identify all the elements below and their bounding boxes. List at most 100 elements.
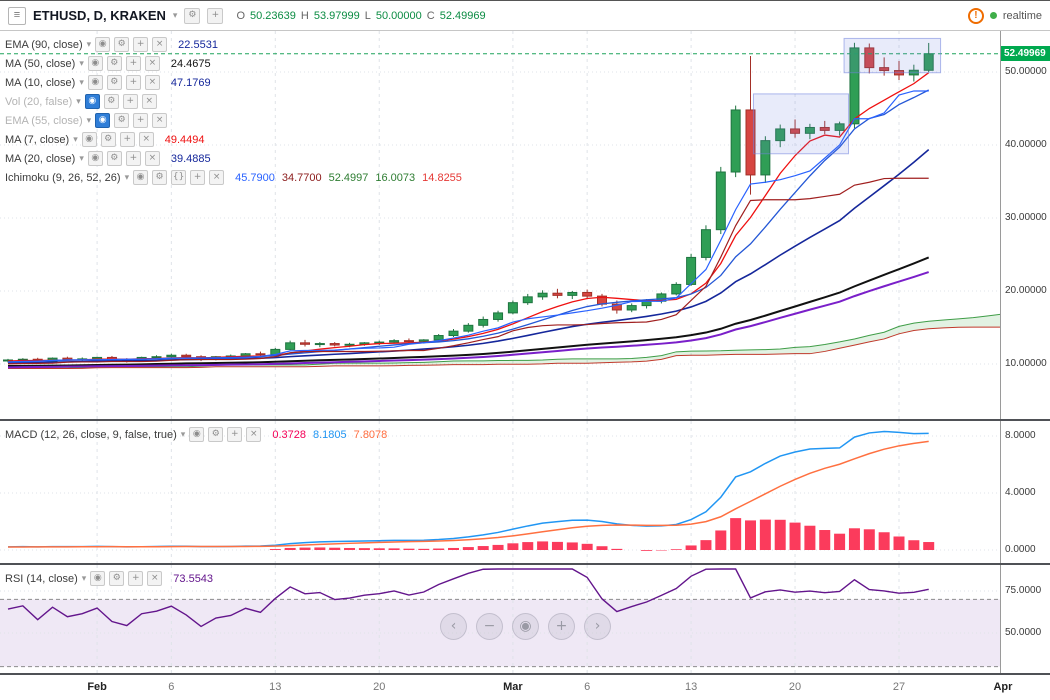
remove-button[interactable]: × — [147, 571, 163, 586]
chart-menu-button[interactable]: ≡ — [8, 6, 26, 25]
time-tick-label: 27 — [892, 681, 906, 693]
visibility-button[interactable]: ◉ — [81, 132, 97, 147]
panel-separator[interactable] — [0, 673, 1050, 675]
remove-button[interactable]: × — [246, 427, 262, 442]
visibility-button[interactable]: ◉ — [90, 571, 106, 586]
settings-button[interactable]: ⚙ — [152, 170, 168, 185]
indicator-value: 24.4675 — [170, 57, 211, 70]
indicator-values: 49.4494 — [158, 134, 205, 146]
chevron-down-icon[interactable]: ▾ — [76, 96, 81, 106]
compare-button[interactable]: + — [207, 7, 224, 24]
macd-histogram-bar — [848, 528, 860, 550]
add-button[interactable]: + — [190, 170, 206, 185]
symbol-settings-button[interactable]: ⚙ — [184, 7, 201, 24]
chevron-down-icon[interactable]: ▾ — [81, 573, 87, 583]
remove-button[interactable]: × — [138, 132, 154, 147]
add-button[interactable]: + — [227, 427, 243, 442]
time-tick-label: 6 — [168, 681, 175, 693]
delay-warning-icon[interactable]: ! — [967, 7, 984, 24]
settings-button[interactable]: ⚙ — [114, 113, 130, 128]
macd-histogram-bar — [448, 547, 459, 550]
indicator-label[interactable]: MA (10, close) — [5, 76, 76, 89]
add-button[interactable]: + — [119, 132, 135, 147]
indicator-label[interactable]: MA (20, close) — [5, 152, 76, 165]
remove-button[interactable]: × — [141, 94, 157, 109]
rsi-scale[interactable]: 75.0000 50.0000 — [1000, 565, 1050, 673]
indicator-label[interactable]: MACD (12, 26, close, 9, false, true) — [5, 428, 177, 441]
add-button[interactable]: + — [125, 56, 141, 71]
indicator-label[interactable]: RSI (14, close) — [5, 572, 78, 585]
visibility-button[interactable]: ◉ — [87, 56, 103, 71]
macd-histogram-bar — [685, 545, 697, 550]
visibility-button[interactable]: ◉ — [87, 151, 103, 166]
pan-right-button[interactable]: › — [584, 613, 611, 640]
highlight-box[interactable] — [752, 93, 850, 155]
chevron-down-icon[interactable]: ▾ — [86, 115, 92, 125]
macd-histogram-bar — [641, 550, 653, 551]
remove-button[interactable]: × — [144, 56, 160, 71]
panel-separator[interactable] — [0, 419, 1050, 421]
candle-up — [463, 324, 474, 332]
indicator-row: MA (50, close) ▾ ◉ ⚙ + × 24.4675 — [5, 54, 462, 73]
remove-button[interactable]: × — [152, 113, 168, 128]
remove-button[interactable]: × — [144, 75, 160, 90]
indicator-label[interactable]: Ichimoku (9, 26, 52, 26) — [5, 171, 121, 184]
settings-button[interactable]: ⚙ — [114, 37, 130, 52]
settings-button[interactable]: ⚙ — [106, 151, 122, 166]
add-button[interactable]: + — [125, 151, 141, 166]
add-button[interactable]: + — [125, 75, 141, 90]
settings-button[interactable]: ⚙ — [106, 56, 122, 71]
visibility-button[interactable]: ◉ — [133, 170, 149, 185]
settings-button[interactable]: ⚙ — [208, 427, 224, 442]
remove-button[interactable]: × — [152, 37, 168, 52]
remove-button[interactable]: × — [209, 170, 225, 185]
macd-histogram-bar — [611, 548, 623, 550]
add-button[interactable]: + — [133, 113, 149, 128]
chevron-down-icon[interactable]: ▾ — [172, 10, 178, 20]
add-button[interactable]: + — [128, 571, 144, 586]
add-button[interactable]: + — [122, 94, 138, 109]
chevron-down-icon[interactable]: ▾ — [73, 134, 78, 144]
add-button[interactable]: + — [133, 37, 149, 52]
time-tick-label: 13 — [684, 681, 698, 693]
pan-left-button[interactable]: ‹ — [440, 613, 467, 640]
zoom-out-button[interactable]: − — [476, 613, 503, 640]
indicator-legend: EMA (90, close) ▾ ◉ ⚙ + × 22.5531 MA (50, close… — [5, 35, 462, 187]
indicator-row: MACD (12, 26, close, 9, false, true) ▾ ◉ ⚙ +… — [5, 425, 387, 444]
indicator-label[interactable]: EMA (55, close) — [5, 114, 83, 127]
chevron-down-icon[interactable]: ▾ — [79, 153, 84, 163]
visibility-button[interactable]: ◉ — [84, 94, 100, 109]
zoom-in-button[interactable]: + — [548, 613, 575, 640]
panel-separator[interactable] — [0, 563, 1050, 565]
visibility-button[interactable]: ◉ — [95, 113, 111, 128]
indicator-label[interactable]: MA (50, close) — [5, 57, 76, 70]
remove-button[interactable]: × — [144, 151, 160, 166]
visibility-button[interactable]: ◉ — [95, 37, 111, 52]
settings-button[interactable]: ⚙ — [106, 75, 122, 90]
visibility-button[interactable]: ◉ — [87, 75, 103, 90]
chevron-down-icon[interactable]: ▾ — [124, 172, 130, 182]
settings-button[interactable]: ⚙ — [100, 132, 116, 147]
chevron-down-icon[interactable]: ▾ — [180, 429, 186, 439]
macd-scale[interactable]: 8.0000 4.0000 0.0000 — [1000, 421, 1050, 563]
scale-tick-label: 50.0000 — [1005, 627, 1042, 638]
indicator-label[interactable]: MA (7, close) — [5, 133, 70, 146]
price-scale[interactable]: 50.00000 40.00000 30.00000 20.00000 10.00000… — [1000, 31, 1050, 419]
settings-button[interactable]: ⚙ — [103, 94, 119, 109]
symbol-name[interactable]: ETHUSD, D, KRAKEN — [33, 8, 166, 23]
format-button[interactable]: {} — [171, 170, 187, 185]
time-scale[interactable]: Feb 6 13 20 Mar 6 13 20 27 Apr — [0, 675, 1050, 700]
reset-chart-button[interactable]: ◉ — [512, 613, 539, 640]
chevron-down-icon[interactable]: ▾ — [86, 39, 92, 49]
price-chart-canvas[interactable] — [0, 31, 1000, 419]
highlight-box[interactable] — [843, 37, 942, 74]
chevron-down-icon[interactable]: ▾ — [79, 77, 84, 87]
chevron-down-icon[interactable]: ▾ — [79, 58, 84, 68]
indicator-label[interactable]: EMA (90, close) — [5, 38, 83, 51]
visibility-button[interactable]: ◉ — [189, 427, 205, 442]
indicator-label[interactable]: Vol (20, false) — [5, 95, 73, 108]
settings-button[interactable]: ⚙ — [109, 571, 125, 586]
macd-canvas[interactable] — [0, 421, 1000, 563]
scale-tick-label: 8.0000 — [1005, 430, 1036, 441]
candle-up — [344, 343, 355, 346]
